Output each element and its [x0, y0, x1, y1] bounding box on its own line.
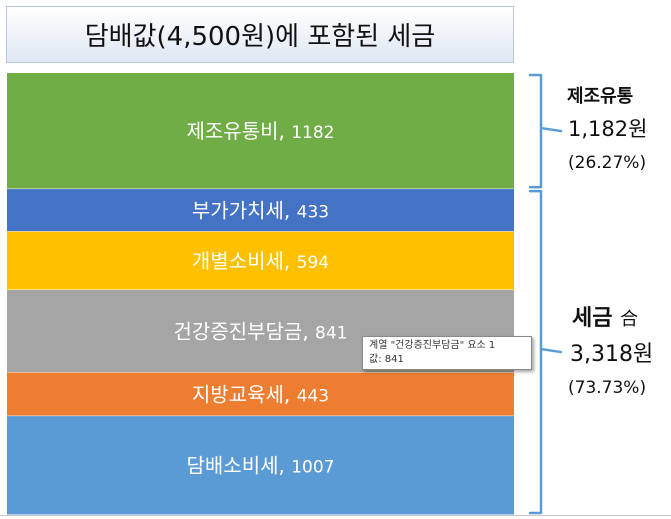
- data-label-3: 개별소비세, 594: [192, 249, 329, 273]
- bar-segment-6[interactable]: [7, 416, 514, 515]
- bar-segment-2[interactable]: [7, 189, 514, 232]
- bar-segment-5[interactable]: [7, 372, 514, 417]
- bar-segment-3[interactable]: [7, 231, 514, 290]
- data-label-6: 담배소비세, 1007: [187, 454, 335, 478]
- bar-segment-1[interactable]: [7, 73, 514, 190]
- data-label-1: 제조유통비, 1182: [187, 119, 335, 143]
- chart-title: 담배값(4,500원)에 포함된 세금: [6, 6, 514, 63]
- manufacturing-bracket: [528, 73, 563, 189]
- tax-annotation-title: 세금 合: [572, 306, 638, 331]
- tax-annotation-amount: 3,318원: [570, 342, 653, 367]
- tooltip-series: 계열 "건강증진부담금" 요소 1: [369, 340, 496, 351]
- data-label-5: 지방교육세, 443: [192, 382, 329, 406]
- tooltip-value: 값: 841: [369, 354, 404, 365]
- manufacturing-annotation-percent: (26.27%): [568, 153, 646, 173]
- tax-bracket: [528, 189, 563, 515]
- data-label-2: 부가가치세, 433: [192, 198, 329, 222]
- manufacturing-annotation-title: 제조유통: [567, 86, 633, 107]
- data-label-4: 건강증진부담금, 841: [174, 319, 348, 343]
- tax-annotation-percent: (73.73%): [568, 378, 646, 398]
- manufacturing-annotation-amount: 1,182원: [568, 117, 647, 141]
- divider-line: [0, 515, 671, 516]
- data-point-tooltip: 계열 "건강증진부담금" 요소 1 값: 841: [362, 336, 532, 370]
